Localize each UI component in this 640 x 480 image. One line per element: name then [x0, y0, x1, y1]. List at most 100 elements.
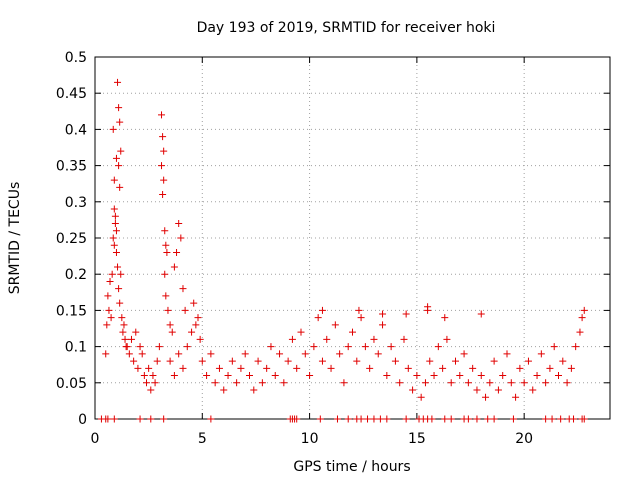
- data-point: [183, 343, 191, 351]
- data-point: [430, 372, 438, 380]
- data-point: [190, 299, 198, 307]
- x-axis-label: GPS time / hours: [293, 459, 410, 475]
- data-point: [550, 343, 558, 351]
- x-tick-label: 20: [515, 431, 533, 447]
- data-point: [402, 310, 410, 318]
- data-point: [109, 234, 117, 242]
- data-point: [136, 343, 144, 351]
- data-point: [477, 372, 485, 380]
- data-point: [490, 357, 498, 365]
- data-point: [112, 227, 120, 235]
- data-point: [494, 386, 502, 394]
- data-point: [314, 314, 322, 322]
- data-point: [153, 357, 161, 365]
- data-point: [327, 364, 335, 372]
- data-point: [555, 372, 562, 380]
- data-point: [107, 314, 115, 322]
- data-point: [323, 335, 331, 343]
- data-point: [452, 357, 459, 365]
- y-tick-label: 0.4: [65, 122, 87, 138]
- data-point: [301, 350, 309, 358]
- data-point: [284, 357, 292, 365]
- data-point: [166, 357, 174, 365]
- data-point: [333, 415, 341, 423]
- data-point: [482, 393, 490, 401]
- y-axis-label: SRMTID / TECUs: [7, 182, 23, 295]
- data-point: [175, 220, 183, 228]
- data-point: [125, 350, 133, 358]
- data-points: [97, 78, 588, 423]
- data-point: [104, 415, 112, 423]
- data-point: [258, 379, 266, 387]
- data-point: [207, 415, 215, 423]
- data-point: [115, 162, 123, 170]
- data-point: [276, 350, 284, 358]
- data-point: [207, 350, 215, 358]
- data-point: [516, 364, 524, 372]
- y-tick-label: 0.45: [56, 86, 87, 102]
- data-point: [520, 379, 528, 387]
- y-tick-label: 0.05: [56, 376, 87, 392]
- data-point: [353, 357, 361, 365]
- data-point: [503, 350, 511, 358]
- data-point: [127, 335, 135, 343]
- data-point: [557, 415, 565, 423]
- data-point: [158, 162, 166, 170]
- data-point: [164, 306, 172, 314]
- data-point: [173, 248, 181, 256]
- data-point: [215, 364, 223, 372]
- data-point: [434, 343, 442, 351]
- data-point: [572, 343, 580, 351]
- data-point: [364, 415, 372, 423]
- data-point: [140, 372, 148, 380]
- data-point: [241, 350, 249, 358]
- data-point: [237, 364, 245, 372]
- data-point: [112, 248, 120, 256]
- data-point: [570, 415, 578, 423]
- data-point: [387, 343, 395, 351]
- data-point: [175, 350, 183, 358]
- data-point: [357, 314, 365, 322]
- data-point: [121, 335, 129, 343]
- data-point: [370, 335, 378, 343]
- data-point: [130, 357, 138, 365]
- data-point: [344, 343, 352, 351]
- data-point: [123, 343, 131, 351]
- data-point: [546, 364, 554, 372]
- data-point: [366, 364, 374, 372]
- data-point: [160, 415, 168, 423]
- y-tick-label: 0.3: [65, 195, 87, 211]
- data-point: [110, 176, 118, 184]
- data-point: [163, 248, 171, 256]
- y-tick-label: 0.15: [56, 303, 87, 319]
- data-point: [361, 343, 369, 351]
- y-tick-label: 0.35: [56, 159, 87, 175]
- data-point: [464, 415, 472, 423]
- data-point: [580, 415, 588, 423]
- data-point: [224, 372, 232, 380]
- data-point: [460, 350, 468, 358]
- data-point: [402, 415, 410, 423]
- data-point: [509, 415, 517, 423]
- data-point: [529, 386, 537, 394]
- data-point: [542, 415, 550, 423]
- data-point: [196, 335, 204, 343]
- data-point: [456, 372, 464, 380]
- data-point: [524, 357, 532, 365]
- data-point: [355, 306, 363, 314]
- data-point: [136, 415, 144, 423]
- data-point: [159, 133, 167, 141]
- data-point: [103, 321, 111, 329]
- data-point: [115, 104, 123, 112]
- data-point: [486, 379, 494, 387]
- data-point: [160, 176, 168, 184]
- data-point: [428, 415, 436, 423]
- data-point: [379, 321, 387, 329]
- y-tick-label: 0.2: [65, 267, 87, 283]
- data-point: [293, 364, 301, 372]
- data-point: [198, 357, 206, 365]
- data-point: [170, 263, 178, 271]
- data-point: [106, 277, 114, 285]
- data-point: [161, 270, 169, 278]
